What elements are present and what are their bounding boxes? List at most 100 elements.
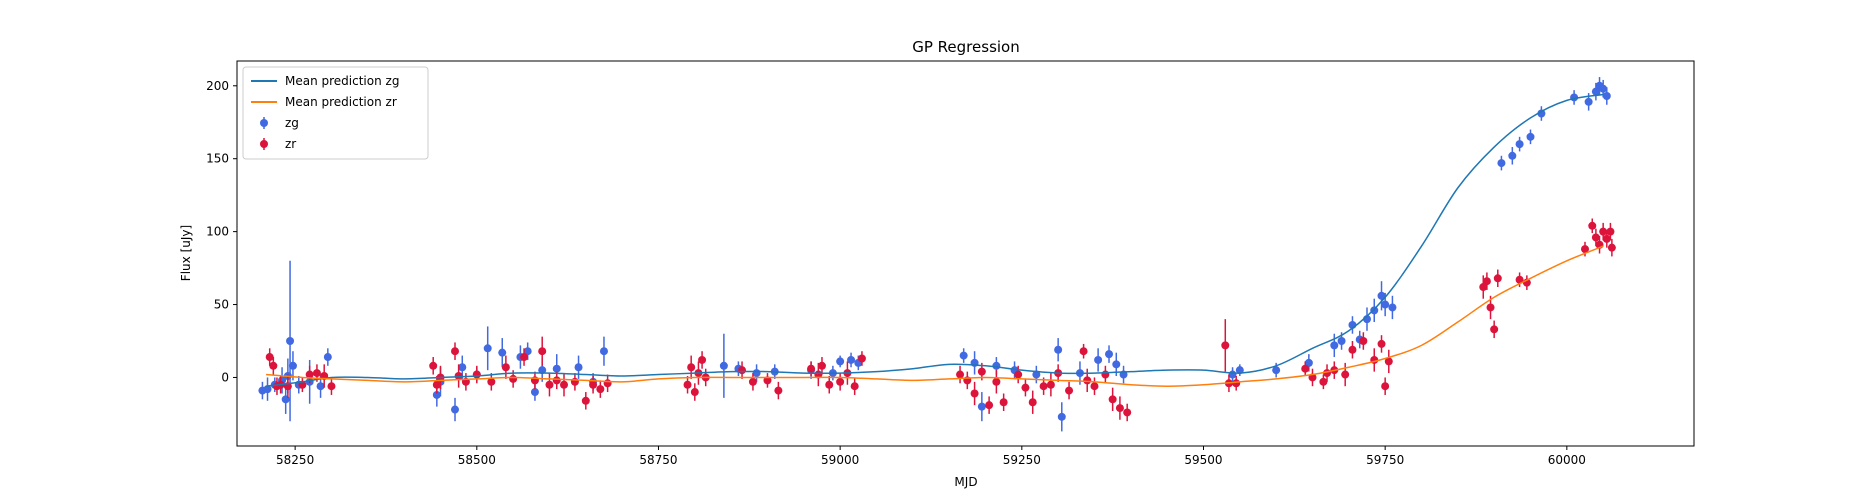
data-point-zr xyxy=(857,351,866,366)
data-point-zg xyxy=(1515,136,1524,152)
x-axis: 58250 58500 58750 59000 59250 59500 59750 60000 xyxy=(276,446,1586,467)
data-point-zr xyxy=(1046,373,1055,397)
data-point-zr xyxy=(1384,349,1393,374)
legend-label: Mean prediction zr xyxy=(285,95,397,109)
data-point-zr xyxy=(992,370,1001,394)
data-point-zg xyxy=(1388,295,1397,320)
y-axis: 0 50 100 150 200 xyxy=(206,79,237,384)
data-point-zr xyxy=(690,383,699,401)
data-point-zr xyxy=(1065,381,1074,400)
data-point-zr xyxy=(1479,275,1488,299)
data-point-zg xyxy=(1537,106,1546,121)
data-point-zr xyxy=(327,377,336,395)
chart-title: GP Regression xyxy=(912,38,1019,56)
data-point-zr xyxy=(985,396,994,414)
data-point-zr xyxy=(999,393,1008,411)
legend-label: zr xyxy=(285,137,296,151)
data-point-zr xyxy=(1490,320,1499,339)
data-point-zr xyxy=(1588,218,1597,234)
y-tick-label: 50 xyxy=(214,298,229,312)
legend-label: zg xyxy=(285,116,299,130)
data-point-zg xyxy=(1032,365,1041,384)
data-point-zg xyxy=(288,351,297,381)
data-point-zg xyxy=(1054,338,1063,362)
data-point-zr xyxy=(1359,332,1368,350)
data-point-zg xyxy=(263,377,272,401)
data-point-zr xyxy=(1115,396,1124,420)
data-point-zr xyxy=(269,357,278,375)
data-point-zr xyxy=(560,373,569,397)
data-point-zg xyxy=(498,338,507,368)
data-point-zg xyxy=(1235,364,1244,376)
legend-box xyxy=(242,66,429,160)
data-point-zr xyxy=(538,336,547,366)
data-point-zr xyxy=(1381,377,1390,395)
data-point-zg xyxy=(847,352,856,368)
data-point-zr xyxy=(552,371,561,390)
x-tick-label: 58500 xyxy=(458,453,496,467)
data-point-zr xyxy=(1014,365,1023,384)
y-tick-label: 200 xyxy=(206,79,229,93)
data-point-zg xyxy=(836,355,845,368)
data-point-zr xyxy=(1482,272,1491,290)
data-point-zr xyxy=(1493,269,1502,288)
data-point-zg xyxy=(483,326,492,371)
y-axis-label: Flux [uJy] xyxy=(179,225,193,281)
data-point-zr xyxy=(698,351,707,369)
data-point-zr xyxy=(956,365,965,384)
data-point-zr xyxy=(520,348,529,366)
data-point-zr xyxy=(1123,403,1132,422)
legend-marker-swatch xyxy=(260,119,268,127)
data-point-zr xyxy=(1021,378,1030,397)
legend-label: Mean prediction zg xyxy=(285,74,399,88)
data-point-zr xyxy=(596,380,605,398)
data-point-zr xyxy=(763,373,772,388)
legend-entry: zr xyxy=(260,137,296,151)
data-point-zr xyxy=(545,373,554,397)
data-point-zg xyxy=(1330,333,1339,358)
x-tick-label: 59750 xyxy=(1366,453,1404,467)
data-point-zr xyxy=(1606,222,1615,241)
data-point-zg xyxy=(599,336,608,366)
x-axis-label: MJD xyxy=(954,475,977,489)
data-point-zr xyxy=(1607,238,1616,257)
legend-entry: Mean prediction zg xyxy=(251,74,399,88)
data-point-zr xyxy=(970,381,979,406)
data-point-zr xyxy=(1377,335,1386,353)
x-tick-label: 59250 xyxy=(1003,453,1041,467)
data-point-zr xyxy=(1348,341,1357,359)
data-point-zr xyxy=(429,357,438,375)
data-point-zr xyxy=(581,392,590,410)
data-point-zr xyxy=(748,373,757,391)
legend: Mean prediction zg Mean prediction zr zg zr xyxy=(242,66,429,160)
data-point-zr xyxy=(825,376,834,394)
data-point-zr xyxy=(487,373,496,391)
data-point-zr xyxy=(850,377,859,395)
data-point-zg xyxy=(1057,402,1066,432)
x-tick-label: 59500 xyxy=(1184,453,1222,467)
x-tick-label: 60000 xyxy=(1548,453,1586,467)
data-point-zr xyxy=(687,355,696,379)
data-point-zr xyxy=(454,364,463,388)
data-point-zr xyxy=(451,342,460,360)
y-tick-label: 150 xyxy=(206,152,229,166)
legend-entry: zg xyxy=(260,116,299,130)
x-tick-label: 58750 xyxy=(639,453,677,467)
data-point-zr xyxy=(501,355,510,379)
data-point-zg xyxy=(1094,348,1103,372)
series-line-Mean prediction zg xyxy=(265,93,1604,387)
x-tick-label: 58250 xyxy=(276,453,314,467)
data-point-zg xyxy=(1370,298,1379,323)
data-point-zg xyxy=(1526,129,1535,145)
axes-frame xyxy=(236,60,1695,447)
legend-entry: Mean prediction zr xyxy=(251,95,397,109)
data-point-zr xyxy=(1108,387,1117,411)
data-point-zg xyxy=(286,260,295,422)
data-point-zg xyxy=(323,348,332,366)
data-point-zg xyxy=(977,392,986,422)
data-point-zg xyxy=(451,397,460,422)
data-point-zr xyxy=(265,348,274,366)
data-point-zr xyxy=(1301,361,1310,376)
legend-marker-swatch xyxy=(260,140,268,148)
